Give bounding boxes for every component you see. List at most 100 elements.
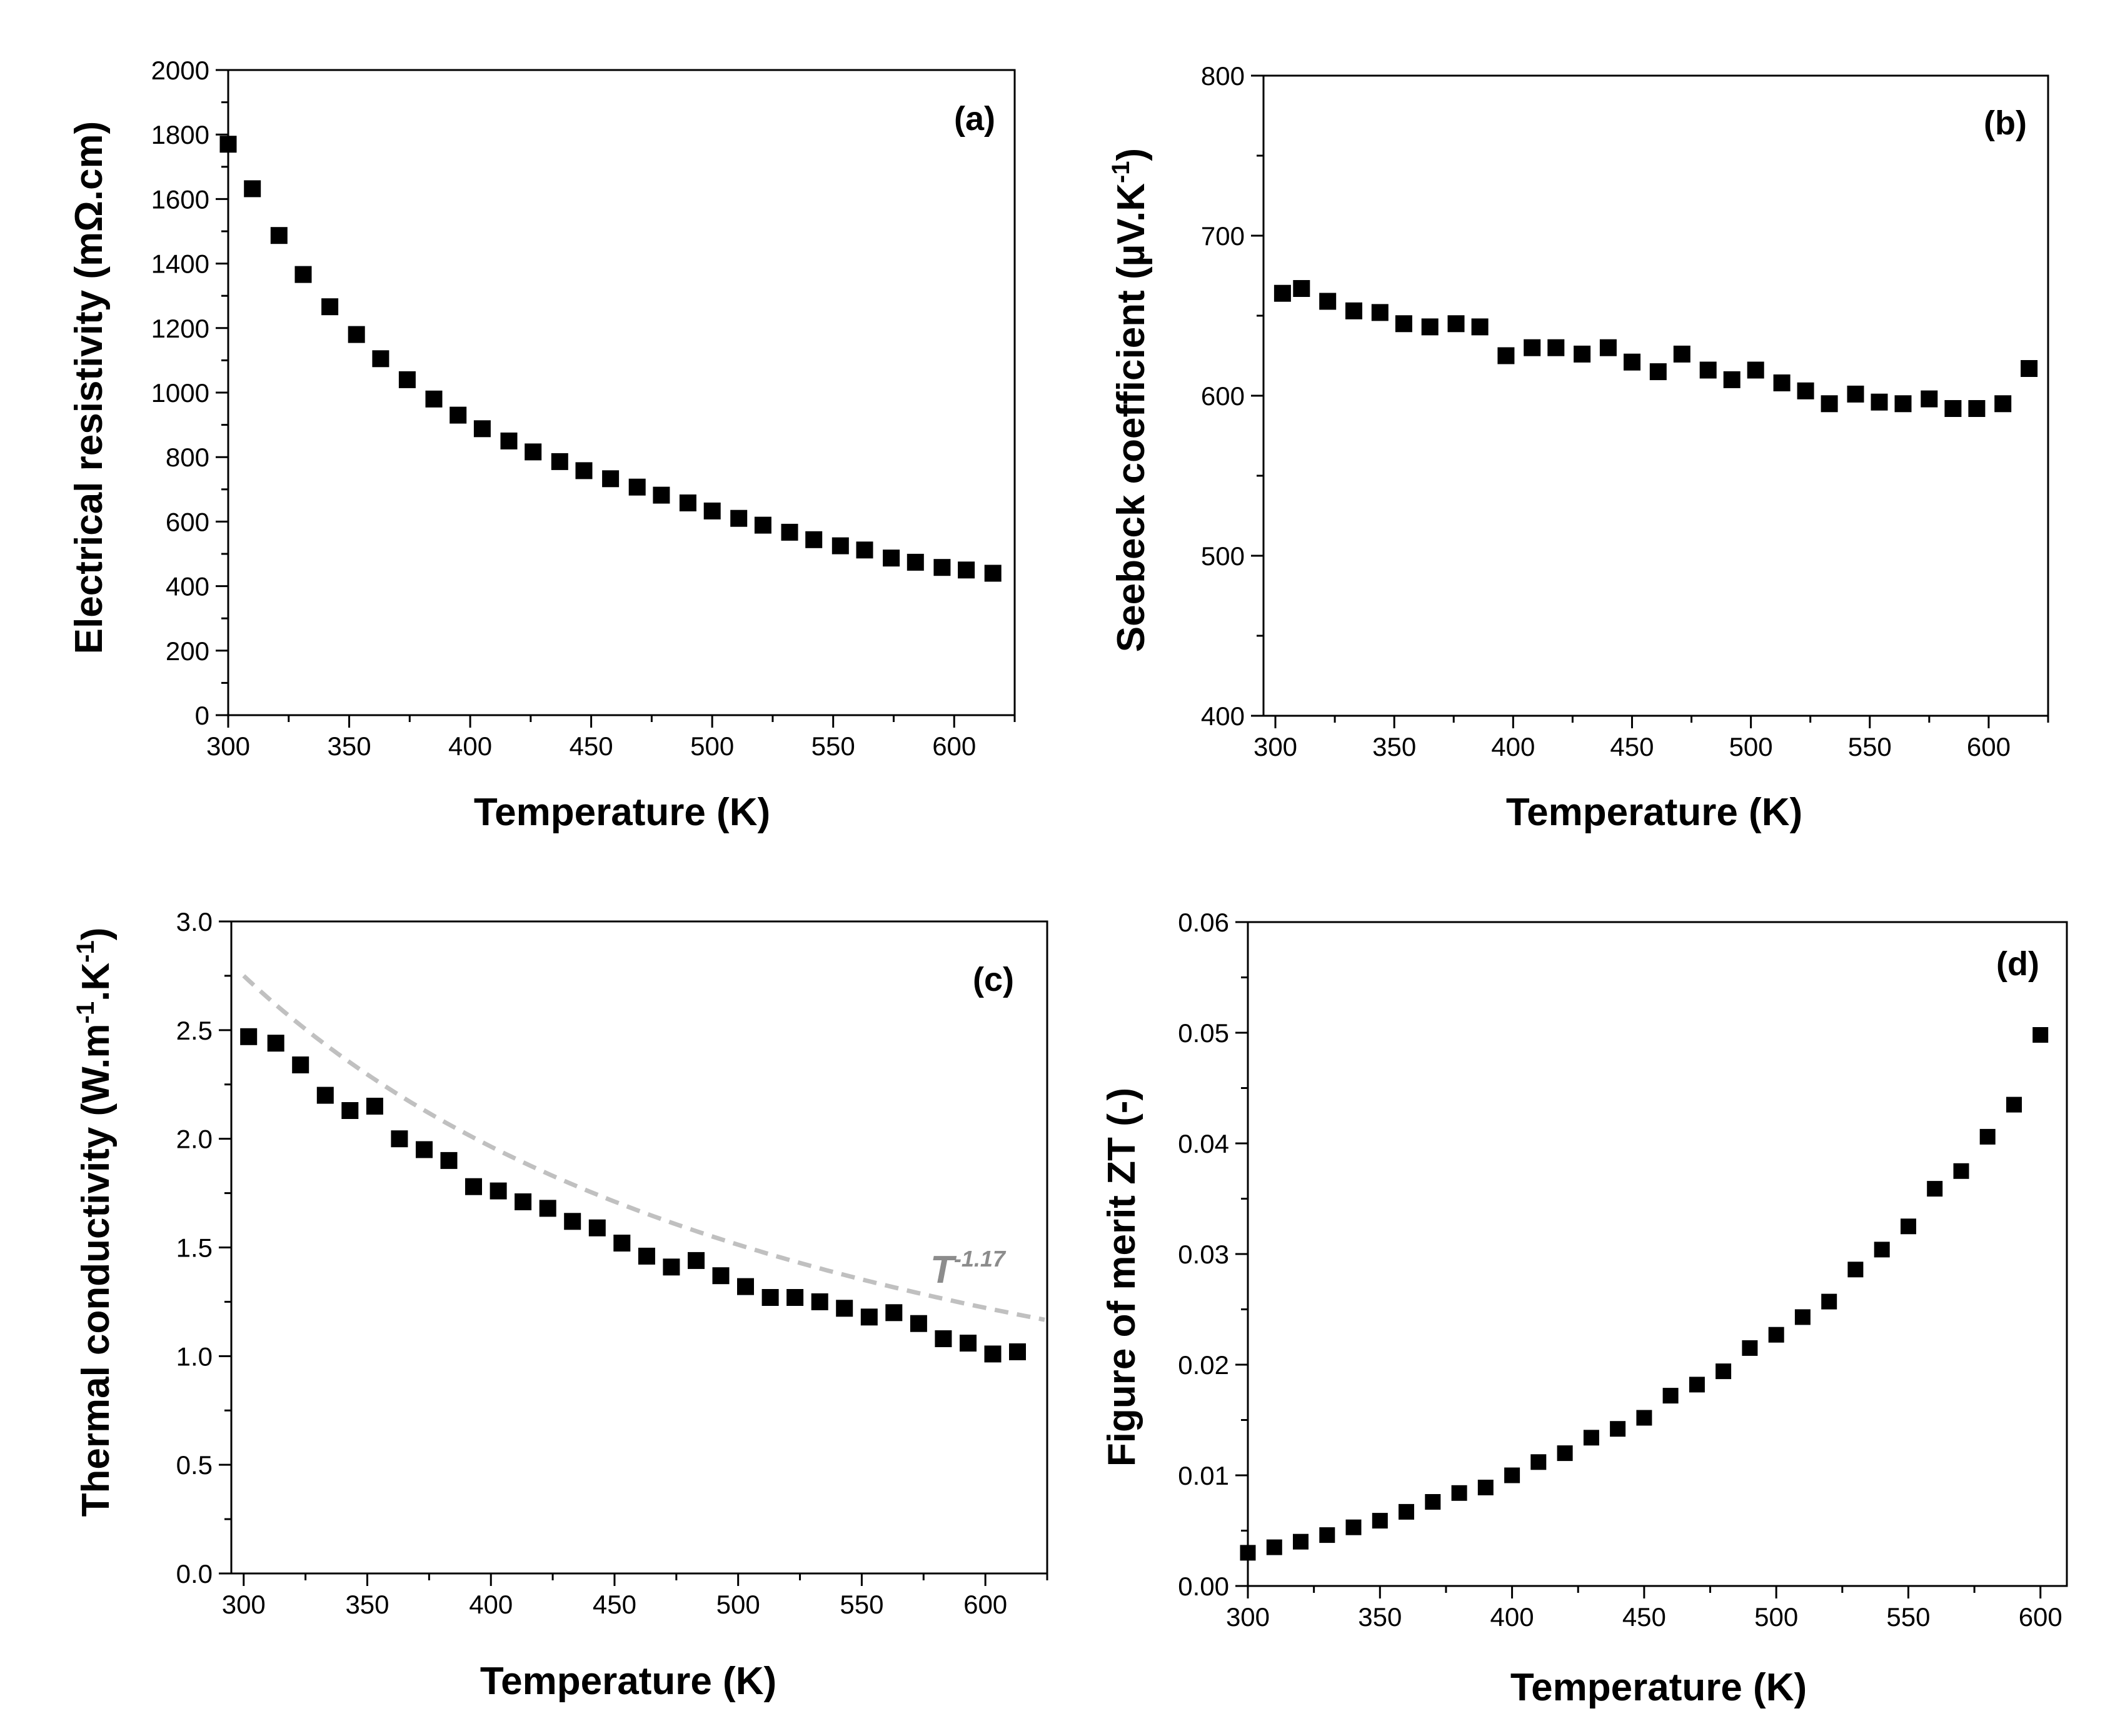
data-point bbox=[737, 1278, 754, 1295]
data-point bbox=[638, 1247, 655, 1265]
y-tick-label: 1800 bbox=[151, 120, 209, 149]
data-point bbox=[883, 549, 900, 567]
data-point bbox=[1395, 315, 1412, 333]
data-point bbox=[860, 1308, 878, 1326]
data-point bbox=[805, 531, 823, 548]
data-point bbox=[1240, 1545, 1256, 1561]
x-tick-label: 300 bbox=[222, 1590, 266, 1619]
x-tick-label: 500 bbox=[690, 731, 734, 761]
data-point bbox=[1583, 1430, 1599, 1446]
x-tick-label: 450 bbox=[1622, 1602, 1666, 1632]
y-tick-label: 1000 bbox=[151, 378, 209, 408]
data-point bbox=[321, 298, 339, 316]
data-point bbox=[1699, 361, 1717, 379]
data-point bbox=[366, 1098, 383, 1115]
data-point bbox=[551, 453, 568, 470]
panel-c-thermal-conductivity: 300 350 400 450 500 550 600 0.0 0.5 1.0 1.5 2.0 2.5 3… bbox=[72, 907, 1048, 1703]
data-point bbox=[679, 494, 696, 511]
data-point bbox=[1968, 400, 1986, 417]
data-point bbox=[754, 516, 771, 534]
data-point bbox=[1821, 1293, 1837, 1310]
data-point bbox=[1797, 382, 1814, 399]
x-tick-label: 450 bbox=[1610, 732, 1654, 761]
y-tick-label: 400 bbox=[1201, 701, 1245, 731]
data-point bbox=[1742, 1340, 1758, 1356]
panel-c-y-axis-title: Thermal conductivity (W.m-1.K-1) bbox=[72, 928, 118, 1517]
data-point bbox=[450, 406, 467, 424]
data-point bbox=[244, 180, 261, 198]
data-point bbox=[1447, 315, 1465, 333]
data-point bbox=[1471, 318, 1489, 336]
y-tick-label: 1400 bbox=[151, 249, 209, 279]
data-point bbox=[292, 1056, 309, 1073]
y-tick-label: 0.00 bbox=[1178, 1572, 1229, 1601]
y-tick-label: 0.06 bbox=[1178, 908, 1229, 937]
data-point bbox=[1821, 395, 1838, 413]
x-tick-label: 300 bbox=[1226, 1602, 1270, 1632]
data-point bbox=[663, 1258, 680, 1276]
y-tick-label: 2000 bbox=[151, 56, 209, 85]
data-point bbox=[1747, 361, 1764, 379]
data-point bbox=[240, 1028, 258, 1045]
data-point bbox=[688, 1252, 705, 1269]
data-point bbox=[1927, 1181, 1943, 1197]
x-tick-label: 550 bbox=[1886, 1602, 1930, 1632]
data-point bbox=[391, 1130, 408, 1148]
data-point bbox=[730, 509, 748, 527]
x-tick-label: 400 bbox=[1490, 1602, 1534, 1632]
data-point bbox=[628, 478, 646, 496]
data-point bbox=[984, 1345, 1002, 1363]
panel-b-y-axis-title: Seebeck coefficient (µV.K-1) bbox=[1107, 148, 1153, 652]
data-point bbox=[960, 1335, 977, 1352]
data-point bbox=[341, 1102, 359, 1119]
data-point bbox=[1477, 1480, 1494, 1495]
data-point bbox=[515, 1193, 532, 1210]
data-point bbox=[1345, 1519, 1362, 1535]
panel-d-plot-area: 300 350 400 450 500 550 600 0.00 0.01 0.02 0.03 0.0… bbox=[1178, 908, 2068, 1632]
data-point bbox=[588, 1219, 606, 1237]
data-point bbox=[958, 561, 975, 579]
y-tick-label: 2.5 bbox=[176, 1016, 213, 1045]
data-point bbox=[856, 541, 873, 559]
data-point bbox=[490, 1182, 507, 1200]
data-point bbox=[1599, 339, 1617, 356]
data-point bbox=[348, 326, 365, 343]
x-tick-label: 550 bbox=[811, 731, 855, 761]
data-point bbox=[1994, 395, 2012, 413]
y-tick-label: 0.04 bbox=[1178, 1129, 1229, 1158]
data-point bbox=[1266, 1539, 1282, 1555]
x-tick-label: 450 bbox=[593, 1590, 636, 1619]
data-point bbox=[372, 350, 389, 368]
data-point bbox=[1425, 1494, 1441, 1510]
data-point bbox=[1421, 318, 1439, 336]
x-tick-label: 350 bbox=[327, 731, 371, 761]
panel-c-letter: (c) bbox=[973, 961, 1014, 998]
data-point bbox=[1547, 339, 1565, 356]
data-point bbox=[1921, 390, 1938, 408]
x-tick-label: 350 bbox=[345, 1590, 389, 1619]
y-tick-label: 0.02 bbox=[1178, 1350, 1229, 1380]
data-point bbox=[1716, 1363, 1732, 1380]
data-point bbox=[935, 1330, 952, 1347]
panel-a-letter: (a) bbox=[954, 100, 995, 138]
data-point bbox=[1319, 1527, 1335, 1543]
data-point bbox=[398, 371, 416, 388]
data-point bbox=[1504, 1467, 1520, 1483]
data-point bbox=[1451, 1485, 1467, 1501]
data-point bbox=[1847, 385, 1864, 403]
data-point bbox=[1901, 1218, 1916, 1235]
data-point bbox=[1524, 339, 1541, 356]
y-tick-label: 0.5 bbox=[176, 1450, 213, 1480]
panel-d-x-axis-title: Temperature (K) bbox=[1510, 1666, 1807, 1709]
panel-a-plot-area: 300 350 400 450 500 550 600 0 200 400 600 800 1000 12… bbox=[151, 56, 1016, 761]
x-tick-label: 350 bbox=[1372, 732, 1416, 761]
panel-c-plot-area: 300 350 400 450 500 550 600 0.0 0.5 1.0 1.5 2.0 2.5 3… bbox=[176, 907, 1048, 1619]
panel-b-letter: (b) bbox=[1984, 104, 2027, 142]
y-tick-label: 1.5 bbox=[176, 1233, 213, 1263]
data-point bbox=[473, 420, 491, 438]
x-tick-label: 500 bbox=[1729, 732, 1773, 761]
data-point bbox=[1673, 345, 1690, 363]
data-point bbox=[1273, 284, 1291, 302]
y-tick-label: 600 bbox=[166, 507, 209, 536]
